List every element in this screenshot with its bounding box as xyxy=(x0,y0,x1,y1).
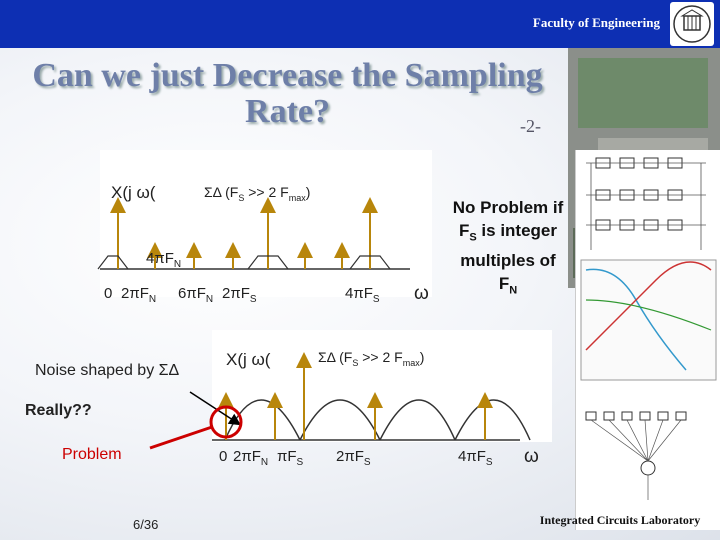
noise-label: Noise shaped by ΣΔ xyxy=(35,362,180,379)
bottom-label-4piFS: 4πFS xyxy=(458,448,493,468)
top-label-4piFS: 4πFS xyxy=(345,285,380,305)
faculty-name: Faculty of Engineering xyxy=(532,15,660,30)
bottom-label-piFS: πFS xyxy=(277,448,304,468)
bottom-label-0: 0 xyxy=(219,448,228,465)
bottom-label-2piFS: 2πFS xyxy=(336,448,371,468)
top-xlabel: X(j ω( xyxy=(111,183,156,202)
really-arrow xyxy=(189,391,242,426)
slide-title: Can we just Decrease the Sampling Rate? xyxy=(0,58,575,130)
bottom-xlabel: X(j ω( xyxy=(226,350,271,369)
really-label: Really?? xyxy=(25,402,92,419)
problem-label: Problem xyxy=(62,446,122,463)
bottom-plot-background xyxy=(212,330,552,442)
bottom-sigma-label: ΣΔ (FS >> 2 Fmax) xyxy=(318,349,425,368)
top-baseband-1 xyxy=(247,255,289,270)
top-label-2piFN: 2πFN xyxy=(121,285,157,305)
page-number: 6/36 xyxy=(133,517,159,532)
top-label-4piFN: 4πFN xyxy=(146,250,182,270)
problem-circle xyxy=(209,405,243,439)
top-baseband-0 xyxy=(97,255,129,270)
top-sigma-label: ΣΔ (FS >> 2 Fmax) xyxy=(204,184,311,203)
lab-name: Integrated Circuits Laboratory xyxy=(539,513,701,527)
noise-hump-4 xyxy=(454,399,531,441)
note-text: No Problem if FS is integer multiples of… xyxy=(452,198,564,297)
bottom-omega: ω xyxy=(524,446,539,467)
top-plot-background xyxy=(100,150,432,297)
header-bar xyxy=(0,0,720,48)
top-label-0: 0 xyxy=(104,285,113,302)
top-label-2piFS: 2πFS xyxy=(222,285,257,305)
title-part: -2- xyxy=(520,116,541,136)
top-label-6piFN: 6πFN xyxy=(178,285,214,305)
top-baseband-2 xyxy=(349,255,391,270)
title-line-1: Can we just Decrease the Sampling xyxy=(32,57,543,94)
university-logo-icon xyxy=(670,2,714,46)
circuit-diagram-image xyxy=(575,150,720,530)
problem-arrow xyxy=(149,425,213,450)
top-omega: ω xyxy=(414,283,429,304)
noise-hump-3 xyxy=(379,399,456,441)
noise-hump-2 xyxy=(299,399,381,441)
bottom-label-2piFN: 2πFN xyxy=(233,448,269,468)
title-line-2: Rate? xyxy=(245,93,330,130)
